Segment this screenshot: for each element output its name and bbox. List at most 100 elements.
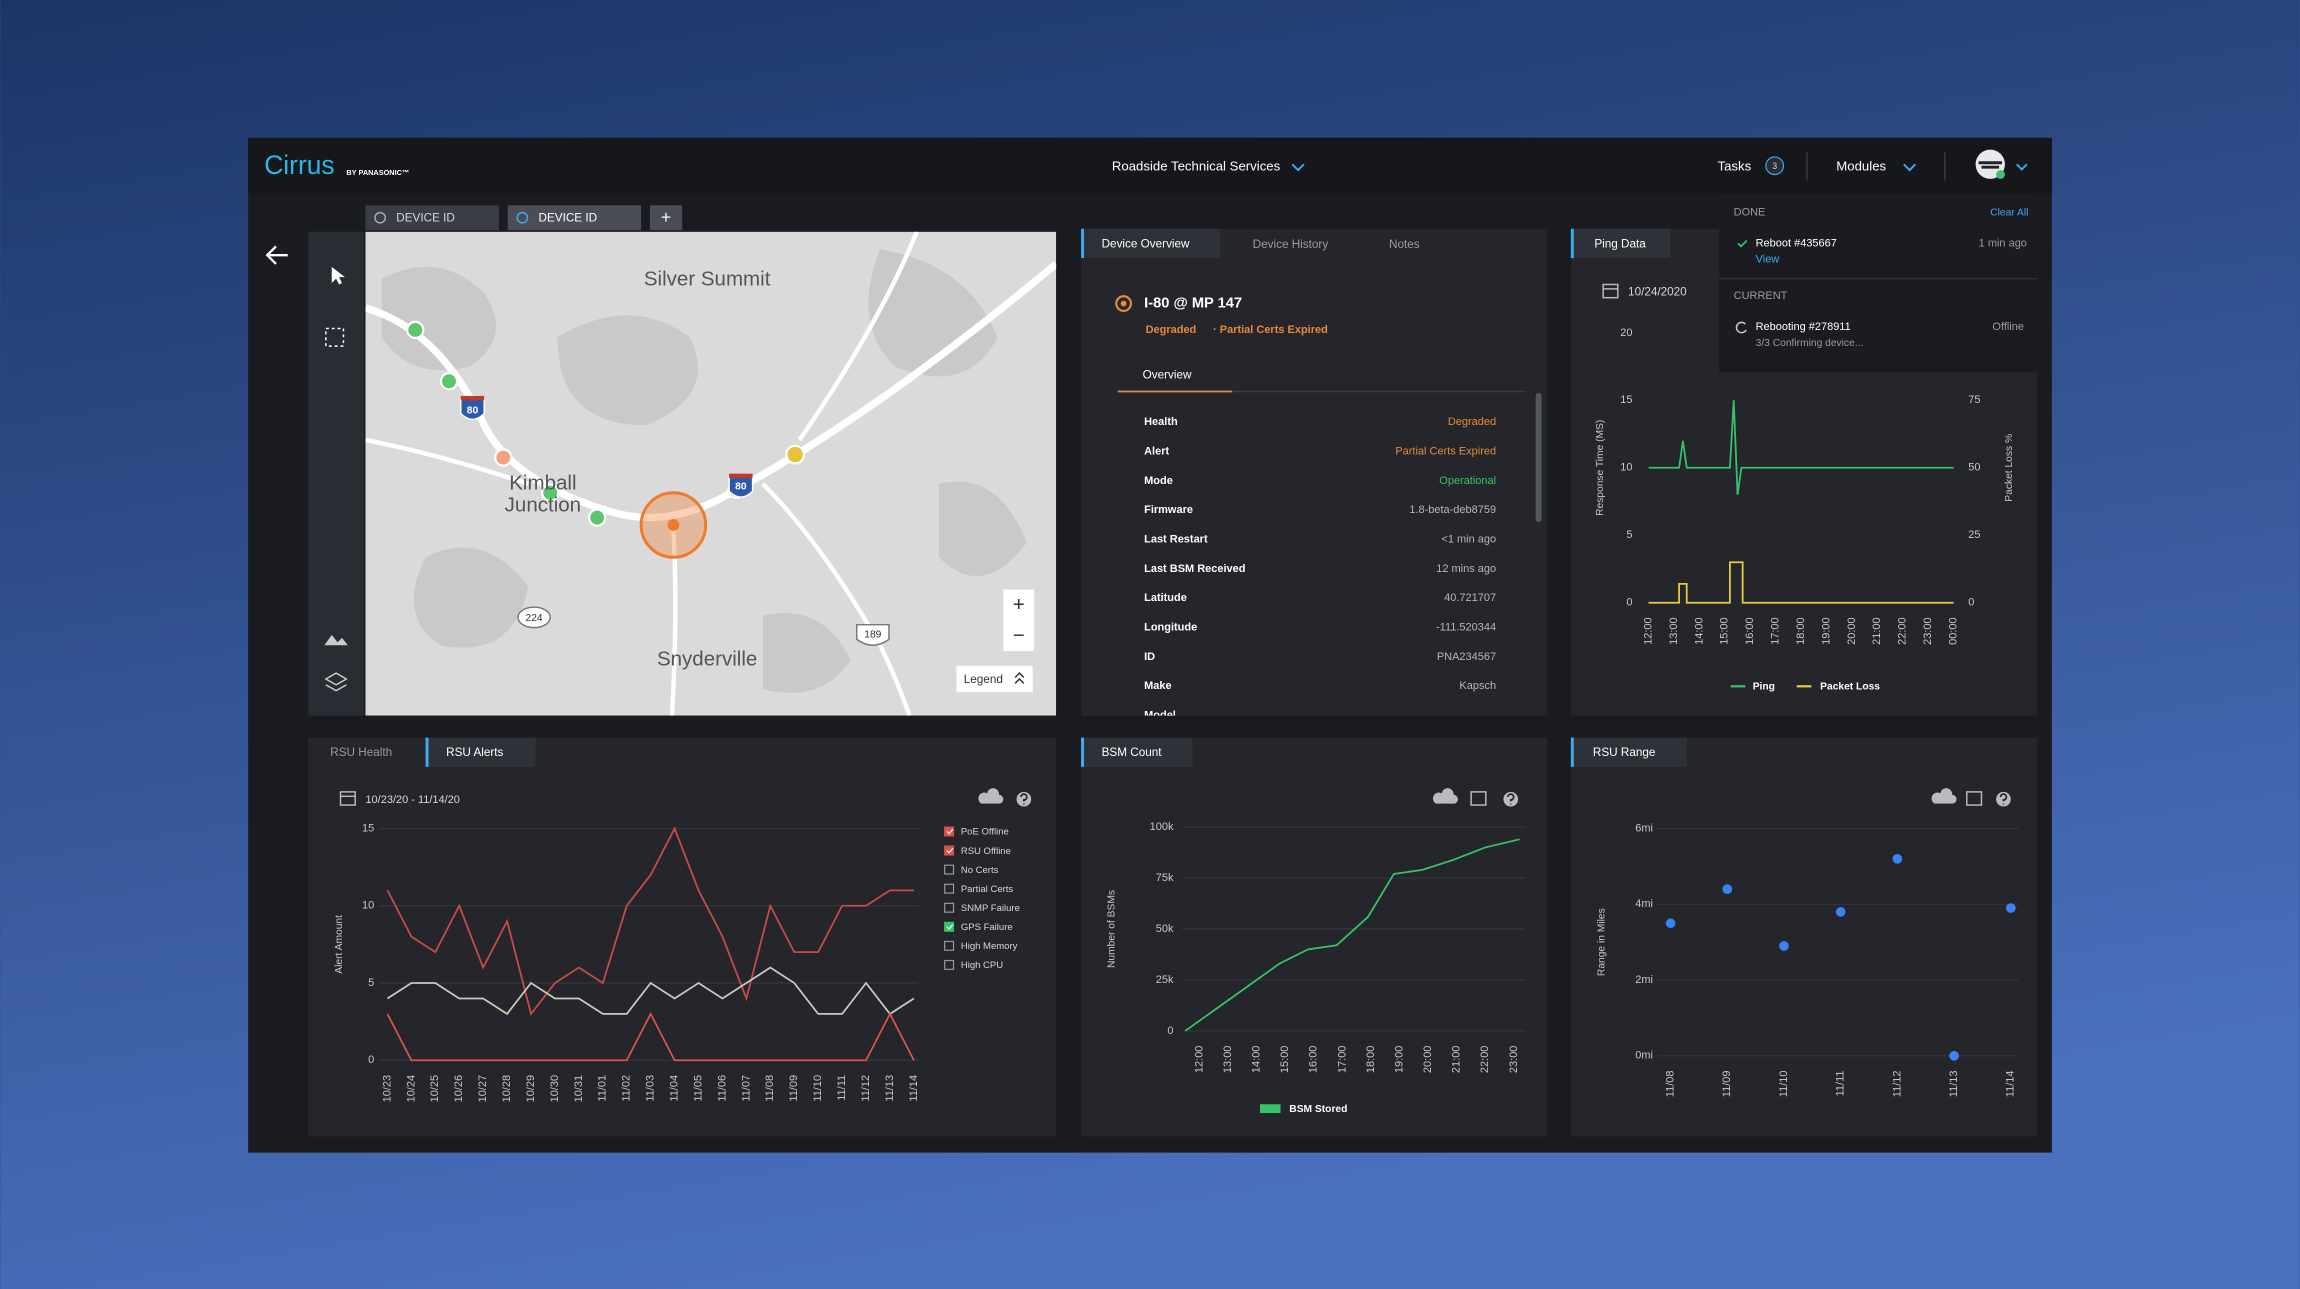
add-tab-label[interactable]: + bbox=[661, 207, 671, 227]
modules[interactable]: Modules bbox=[1836, 159, 1886, 174]
tasks[interactable]: Tasks bbox=[1718, 159, 1752, 174]
row-value: 12 mins ago bbox=[1436, 563, 1496, 575]
tab-label[interactable]: BSM Count bbox=[1102, 746, 1163, 759]
row-value: <1 min ago bbox=[1441, 534, 1496, 546]
tab-label[interactable]: Ping Data bbox=[1594, 237, 1646, 250]
x-tick-label: 11/07 bbox=[740, 1075, 752, 1102]
tab-marker bbox=[1570, 228, 1574, 259]
date-range[interactable]: 10/23/20 - 11/14/20 bbox=[365, 794, 459, 806]
scrollbar[interactable] bbox=[1535, 393, 1542, 523]
task-time: 1 min ago bbox=[1979, 237, 2027, 249]
zoom-out[interactable]: − bbox=[1013, 624, 1025, 647]
terrain-tool[interactable] bbox=[324, 634, 348, 646]
tab-active[interactable] bbox=[1570, 737, 1687, 767]
help-glyph bbox=[1999, 793, 2008, 805]
rsu-marker[interactable] bbox=[406, 320, 425, 340]
tab-label[interactable]: Device Overview bbox=[1102, 237, 1190, 250]
rsu-marker[interactable] bbox=[541, 483, 560, 502]
tab-active[interactable] bbox=[1570, 228, 1671, 259]
y-tick-label: 20 bbox=[1620, 327, 1632, 339]
tab-icon bbox=[516, 211, 529, 224]
back-arrow[interactable] bbox=[265, 245, 288, 265]
calendar-icon[interactable] bbox=[1470, 791, 1487, 806]
axis-title: Range in Miles bbox=[1596, 908, 1607, 976]
y-tick-label: 5 bbox=[368, 977, 374, 989]
workspace[interactable]: Roadside Technical Services bbox=[1112, 159, 1281, 174]
y-tick-label: 0 bbox=[368, 1054, 374, 1066]
download-icon[interactable] bbox=[1931, 788, 1957, 804]
series-line bbox=[1648, 400, 1954, 495]
download-icon[interactable] bbox=[1432, 788, 1458, 804]
pointer-tool[interactable] bbox=[331, 266, 345, 285]
tab-label[interactable]: RSU Alerts bbox=[446, 746, 503, 759]
x-tick-label: 11/02 bbox=[621, 1075, 633, 1102]
device-tab[interactable] bbox=[365, 205, 499, 231]
task-detail: 3/3 Confirming device... bbox=[1756, 338, 1864, 349]
top-bar bbox=[248, 137, 2052, 194]
add-tab[interactable] bbox=[649, 205, 683, 231]
tab-icon bbox=[374, 211, 386, 224]
x-tick-label: 11/08 bbox=[764, 1075, 776, 1102]
legend-label: PoE Offline bbox=[961, 827, 1009, 838]
brand[interactable]: Cirrus bbox=[264, 150, 334, 180]
y-tick-label: 10 bbox=[1620, 462, 1632, 474]
x-tick-label: 10/23 bbox=[381, 1075, 393, 1103]
menu-heading: CURRENT bbox=[1734, 290, 1788, 302]
legend-checkbox bbox=[944, 864, 955, 875]
tab-active[interactable] bbox=[1081, 228, 1221, 259]
tab-label[interactable]: Device History bbox=[1253, 238, 1329, 251]
device-panel bbox=[1081, 228, 1548, 716]
x-tick-label: 10/27 bbox=[477, 1075, 489, 1103]
axis-title: Alert Amount bbox=[334, 915, 345, 974]
x-tick-label: 12:00 bbox=[1193, 1046, 1205, 1074]
x-tick-label: 17:00 bbox=[1770, 617, 1782, 645]
download-icon[interactable] bbox=[978, 788, 1004, 804]
y-tick-label: 0mi bbox=[1635, 1050, 1653, 1062]
tab-active[interactable] bbox=[425, 737, 536, 767]
tab-label[interactable]: RSU Range bbox=[1593, 746, 1656, 759]
rsu-marker[interactable] bbox=[587, 508, 607, 527]
legend-label: RSU Offline bbox=[961, 846, 1011, 857]
shield-label: 224 bbox=[526, 613, 543, 624]
rsu-marker[interactable] bbox=[494, 448, 513, 467]
tab-label[interactable]: Notes bbox=[1389, 238, 1420, 251]
clear-all[interactable]: Clear All bbox=[1990, 207, 2028, 218]
y-tick-label: 0 bbox=[1626, 597, 1632, 609]
tab-active[interactable] bbox=[1081, 737, 1193, 767]
axis-title: Packet Loss % bbox=[2004, 434, 2015, 502]
ping-date[interactable]: 10/24/2020 bbox=[1628, 286, 1687, 299]
x-tick-label: 19:00 bbox=[1393, 1046, 1405, 1074]
layers-tool[interactable] bbox=[324, 672, 348, 692]
rsu-marker[interactable] bbox=[785, 444, 806, 465]
map[interactable]: 80 80 224 189 Silver Summit Kimball Junc… bbox=[365, 231, 1057, 716]
calendar-icon[interactable] bbox=[339, 791, 356, 806]
x-tick-label: 11/11 bbox=[836, 1075, 848, 1101]
zoom-in[interactable]: + bbox=[1013, 593, 1025, 616]
calendar-icon[interactable] bbox=[1602, 283, 1619, 299]
avatar-logo bbox=[1978, 161, 2003, 169]
rsu-marker[interactable] bbox=[439, 372, 459, 391]
task-view[interactable]: View bbox=[1756, 253, 1780, 265]
x-tick-label: 12:00 bbox=[1642, 617, 1654, 645]
device-tab-label[interactable]: DEVICE ID bbox=[396, 212, 455, 225]
device-tab[interactable] bbox=[507, 205, 642, 231]
tab-label[interactable]: RSU Health bbox=[330, 746, 392, 759]
row-label: Health bbox=[1144, 416, 1178, 428]
tool-strip bbox=[308, 231, 364, 716]
sub-tab[interactable]: Overview bbox=[1143, 369, 1192, 382]
row-label: Last BSM Received bbox=[1144, 563, 1245, 575]
road bbox=[365, 231, 919, 716]
x-tick-label: 11/11 bbox=[1835, 1071, 1847, 1097]
series-line bbox=[386, 966, 915, 1016]
row-value: Partial Certs Expired bbox=[1395, 446, 1496, 458]
legend-label: High Memory bbox=[961, 941, 1018, 952]
x-tick-label: 14:00 bbox=[1251, 1046, 1263, 1074]
x-tick-label: 22:00 bbox=[1479, 1046, 1491, 1074]
device-tab-label[interactable]: DEVICE ID bbox=[538, 212, 597, 225]
select-tool[interactable] bbox=[325, 327, 345, 347]
tab-marker bbox=[1081, 228, 1085, 259]
legend-button-label[interactable]: Legend bbox=[964, 673, 1003, 686]
calendar-icon[interactable] bbox=[1966, 791, 1983, 806]
